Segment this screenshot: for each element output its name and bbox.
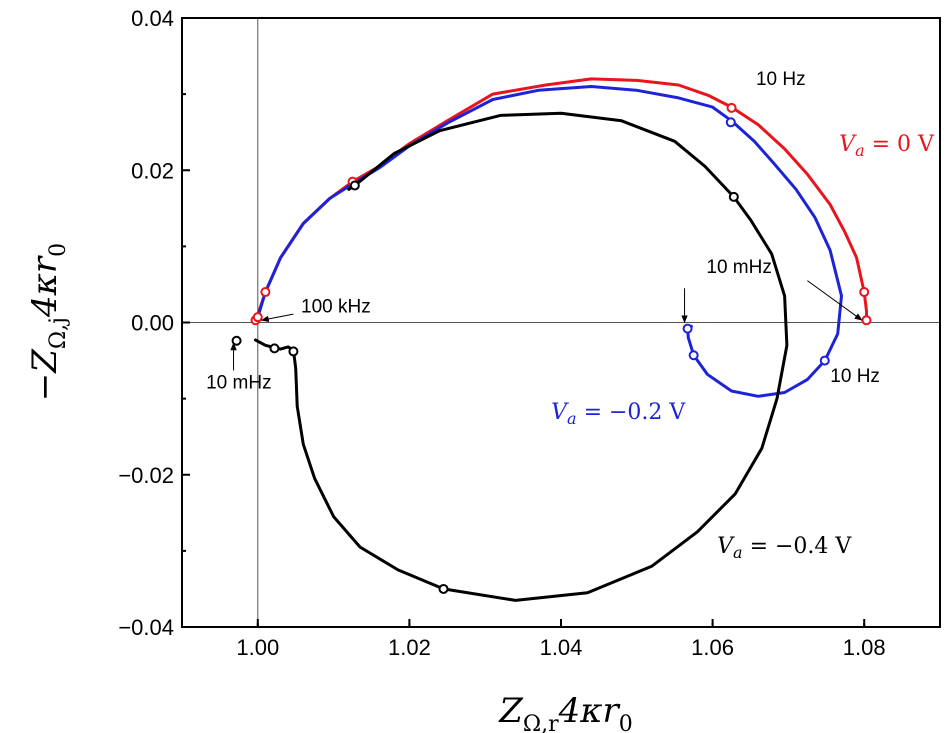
series-1-marker-0 — [725, 117, 736, 128]
y-tick-label-1: −0.02 — [118, 463, 174, 488]
marker-layer — [231, 102, 872, 594]
annotation-label-0: 10 Hz — [756, 69, 806, 90]
annotation-label-4: 10 mHz — [206, 373, 271, 394]
series-0-marker-4 — [726, 102, 737, 113]
series-label-1: Va = −0.2 V — [551, 400, 686, 428]
x-tick-label-0: 1.00 — [236, 635, 279, 660]
arrow-layer — [230, 280, 863, 371]
y-tick-labels: −0.04 −0.02 0.00 0.02 0.04 — [118, 6, 174, 640]
x-tick-label-1: 1.02 — [388, 635, 431, 660]
series-line-2 — [254, 111, 789, 602]
series-1-marker-3 — [682, 323, 693, 334]
series-line-0 — [254, 77, 868, 322]
series-2-marker-3 — [438, 583, 449, 594]
series-0-marker-6 — [861, 315, 872, 326]
series-1-marker-1 — [819, 355, 830, 366]
annotations: 10 Hz 10 Hz 10 mHz 100 kHz 10 mHz — [206, 69, 880, 394]
y-tick-label-4: 0.04 — [131, 6, 174, 31]
series-2-marker-1 — [269, 343, 280, 354]
series-0-marker-5 — [859, 287, 870, 298]
series-0-marker-1 — [252, 312, 263, 323]
annotation-label-3: 100 kHz — [301, 297, 371, 318]
annotation-label-2: 10 mHz — [706, 257, 771, 278]
series-2-marker-5 — [349, 180, 360, 191]
series-line-1 — [256, 85, 843, 398]
ticks — [182, 17, 866, 628]
y-axis-title: −ZΩ,j4κr0 — [25, 243, 71, 401]
y-tick-label-2: 0.00 — [131, 311, 174, 336]
series-2-marker-4 — [728, 191, 739, 202]
x-axis-title: ZΩ,r4κr0 — [498, 691, 633, 733]
series-label-0: Va = 0 V — [839, 132, 935, 160]
series-layer — [254, 77, 868, 602]
series-label-2: Va = −0.4 V — [717, 534, 852, 562]
annotation-arrow-0 — [807, 280, 863, 321]
x-tick-label-3: 1.06 — [691, 635, 734, 660]
y-tick-label-3: 0.02 — [131, 158, 174, 183]
x-tick-label-2: 1.04 — [540, 635, 583, 660]
series-1-marker-2 — [688, 350, 699, 361]
annotation-label-1: 10 Hz — [830, 366, 880, 387]
x-tick-label-4: 1.08 — [843, 635, 886, 660]
series-labels: Va = 0 V Va = −0.2 V Va = −0.4 V — [551, 132, 935, 562]
series-2-marker-2 — [288, 346, 299, 357]
series-0-marker-2 — [260, 287, 271, 298]
y-tick-label-0: −0.04 — [118, 615, 174, 640]
x-tick-labels: 1.00 1.02 1.04 1.06 1.08 — [236, 635, 885, 660]
annotation-arrow-2 — [260, 313, 294, 323]
